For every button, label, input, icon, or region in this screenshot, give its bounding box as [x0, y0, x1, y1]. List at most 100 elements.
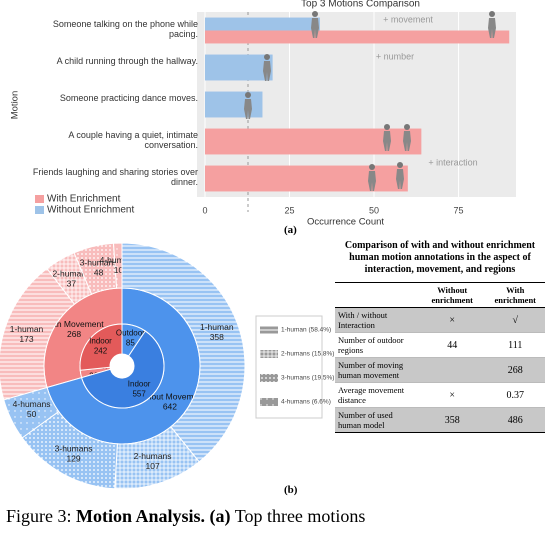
figure-icon [488, 18, 496, 38]
segment-value: 10 [114, 265, 124, 275]
caption-text: Top three motions [230, 506, 366, 526]
legend-label: With Enrichment [47, 194, 121, 205]
sunburst-chart: With Movement268Outdoor26Indoor2421-huma… [0, 242, 334, 490]
caption-text: (a) [209, 506, 231, 526]
table-title: Comparison of with and without enrichmen… [344, 240, 536, 275]
legend-pattern [260, 350, 278, 358]
table-cell: 0.37 [485, 382, 545, 408]
table: Without enrichment With enrichment With / … [335, 282, 545, 433]
caption-a: (a) [284, 224, 297, 236]
bar [205, 91, 263, 118]
human-pattern [114, 426, 200, 489]
table-cell: 486 [485, 407, 545, 433]
category-label: A couple having a quiet, intimate conver… [68, 129, 198, 150]
table-cell: × [419, 307, 486, 333]
human-pattern [22, 411, 118, 489]
category-label: A child running through the hallway. [56, 55, 198, 66]
table-cell [419, 357, 486, 383]
human-pattern [113, 243, 122, 289]
legend-label: 4-humans (6.6%) [281, 399, 331, 406]
comparison-table: Comparison of with and without enrichmen… [335, 240, 545, 433]
segment-value: 129 [66, 453, 80, 463]
table-cell: Number of outdoor regions [335, 332, 419, 358]
caption-text: Motion Analysis. [76, 506, 206, 526]
human-pattern [3, 387, 59, 438]
table-row: Average movement distance × 0.37 [335, 382, 545, 408]
bar-chart: Top 3 Motions Comparison 0 25 50 75 Occurrenc… [10, 0, 516, 228]
x-tick-label: 25 [285, 205, 295, 215]
annotation: + interaction [428, 157, 477, 167]
segment-name: 3-humans [55, 443, 93, 453]
segment-name: 2-humans [52, 268, 90, 278]
x-tick-label: 50 [369, 205, 379, 215]
chart-title: Top 3 Motions Comparison [301, 0, 420, 10]
table-cell: Number of used human model [335, 407, 419, 433]
figure-icon [264, 54, 270, 60]
location-segment [81, 330, 165, 409]
segment-name: With Movement [45, 319, 105, 329]
figure-icon [489, 11, 495, 17]
category-label: Someone talking on the phone while pacin… [52, 18, 198, 39]
figure-icon [263, 61, 271, 81]
x-axis-label: Occurrence Count [307, 217, 384, 228]
figure-icon [396, 169, 404, 189]
header-cell [335, 282, 419, 308]
annotation: + number [376, 51, 414, 61]
legend-label: 3-humans (19.5%) [281, 375, 334, 382]
location-segment [79, 323, 123, 371]
figure-icon [383, 131, 391, 151]
segment-name: 1-human [200, 322, 234, 332]
segment-value: 48 [94, 268, 104, 278]
segment-name: 2-humans [134, 451, 172, 461]
segment-name: Without Movement [134, 391, 205, 401]
human-pattern [122, 243, 245, 462]
table-row: With / without Interaction × √ [335, 307, 545, 333]
table-header: Without enrichment With enrichment [335, 282, 545, 308]
table-cell: Average movement distance [335, 382, 419, 408]
header-cell: Without enrichment [419, 282, 486, 308]
figure-icon [403, 131, 411, 151]
figure-icon [369, 164, 375, 170]
figure-caption: Figure 3: Motion Analysis. (a) Top three… [6, 506, 365, 527]
table-cell: With / without Interaction [335, 307, 419, 333]
segment-value: 557 [132, 390, 146, 399]
caption-b: (b) [284, 484, 298, 496]
bar [205, 30, 510, 44]
segment-value: 268 [67, 329, 81, 339]
figure-icon [397, 162, 403, 168]
category-label: Friends laughing and sharing stories ove… [32, 166, 198, 187]
legend-pattern [260, 374, 278, 382]
segment-value: 37 [67, 278, 77, 288]
table-cell: Number of moving human movement [335, 357, 419, 383]
caption-text: Figure 3: [6, 506, 76, 526]
segment-name: Indoor [128, 380, 151, 389]
header-cell: With enrichment [485, 282, 545, 308]
figure-icon [368, 171, 376, 191]
legend-pattern [260, 398, 278, 406]
table-cell: 44 [419, 332, 486, 358]
x-tick-label: 0 [202, 205, 207, 215]
annotation: + movement [383, 14, 433, 24]
segment-value: 642 [163, 401, 177, 411]
legend-swatch [35, 206, 44, 214]
segment-name: 4-humans [13, 399, 51, 409]
table-row: Number of used human model 358 486 [335, 407, 545, 433]
figure-icon [404, 124, 410, 130]
segment-value: 50 [27, 409, 37, 419]
figure-icon [245, 92, 251, 98]
segment-name: Indoor [89, 337, 112, 346]
segment-value: 242 [94, 347, 108, 356]
table-cell: × [419, 382, 486, 408]
figure-icon [384, 124, 390, 130]
center [110, 354, 134, 378]
legend-label: 1-human (58.4%) [281, 327, 331, 334]
table-row: Number of outdoor regions 44 111 [335, 332, 545, 358]
legend-label: 2-humans (15.8%) [281, 351, 334, 358]
table-row: Number of moving human movement 268 [335, 357, 545, 383]
human-pattern [0, 268, 75, 400]
segment-name: 1-human [10, 324, 44, 334]
segment-value: 85 [126, 338, 135, 347]
segment-name: 3-humans [80, 258, 118, 268]
category-label: Someone practicing dance moves. [59, 92, 198, 103]
segment-value: 107 [145, 461, 159, 471]
